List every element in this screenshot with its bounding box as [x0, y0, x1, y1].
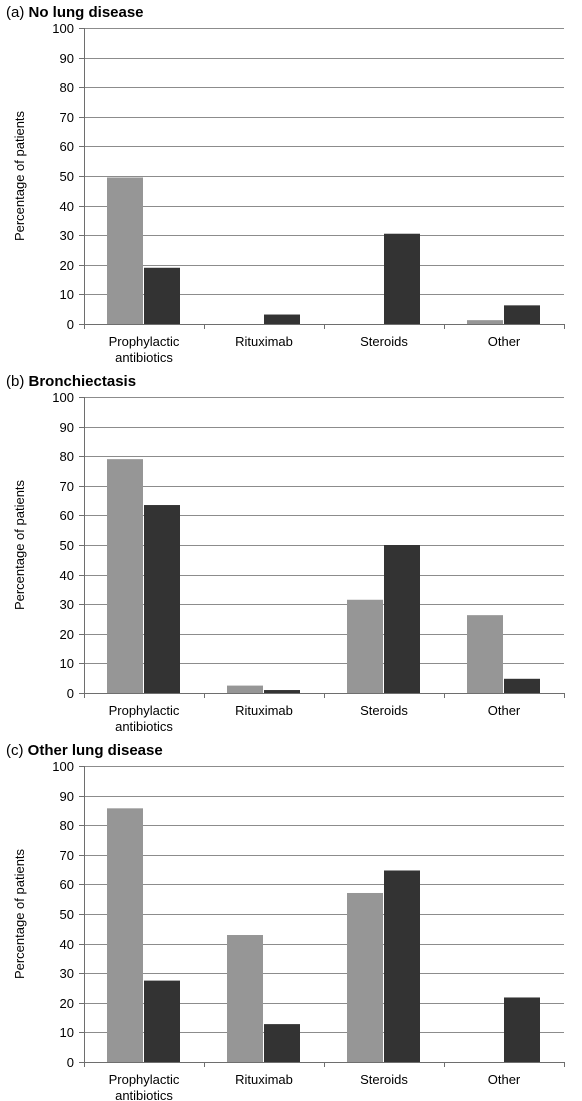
- panel-title-text: No lung disease: [29, 4, 144, 21]
- y-tick-label: 10: [60, 1025, 74, 1040]
- y-tick-label: 10: [60, 656, 74, 671]
- category-label: Other: [488, 703, 521, 718]
- category-label-line: antibiotics: [115, 1088, 173, 1101]
- panel-title: (a) No lung disease: [6, 4, 144, 21]
- category-label: Other: [488, 1072, 521, 1087]
- category-label-line: Prophylactic: [109, 334, 180, 349]
- bar: [504, 678, 540, 693]
- category-label: Prophylactic antibiotics: [109, 334, 180, 365]
- category-label-line: Steroids: [360, 1072, 408, 1087]
- y-tick-label: 0: [67, 686, 74, 701]
- bar: [144, 505, 180, 693]
- category-label-line: Steroids: [360, 334, 408, 349]
- y-tick-label: 10: [60, 287, 74, 302]
- bar: [384, 870, 420, 1062]
- y-tick-label: 50: [60, 907, 74, 922]
- y-tick-label: 50: [60, 538, 74, 553]
- bar: [227, 935, 263, 1062]
- category-label: Prophylactic antibiotics: [109, 703, 180, 734]
- category-label: Prophylactic antibiotics: [109, 1072, 180, 1101]
- category-label-line: Other: [488, 703, 521, 718]
- category-label-line: Prophylactic: [109, 1072, 180, 1087]
- category-label-line: Rituximab: [235, 1072, 293, 1087]
- bar: [264, 1024, 300, 1062]
- category-label: Other: [488, 334, 521, 349]
- category-label: Steroids: [360, 334, 408, 349]
- category-label-line: antibiotics: [115, 350, 173, 365]
- y-tick-label: 90: [60, 51, 74, 66]
- bar: [144, 267, 180, 324]
- bar: [227, 685, 263, 693]
- bar: [347, 892, 383, 1062]
- y-axis-label: Percentage of patients: [12, 110, 27, 241]
- y-tick-label: 80: [60, 80, 74, 95]
- category-label-line: Prophylactic: [109, 703, 180, 718]
- y-tick-label: 30: [60, 228, 74, 243]
- category-label-line: Rituximab: [235, 703, 293, 718]
- panel-title-text: Other lung disease: [28, 742, 163, 759]
- y-axis-label: Percentage of patients: [12, 479, 27, 610]
- y-tick-label: 30: [60, 597, 74, 612]
- bar: [504, 305, 540, 324]
- bar: [107, 459, 143, 693]
- category-label-line: Other: [488, 334, 521, 349]
- y-axis-label: Percentage of patients: [12, 848, 27, 979]
- y-tick-label: 60: [60, 139, 74, 154]
- y-tick-label: 100: [52, 390, 74, 405]
- y-tick-label: 90: [60, 789, 74, 804]
- category-label: Steroids: [360, 1072, 408, 1087]
- panel-label: (c): [6, 742, 28, 759]
- bar: [384, 545, 420, 693]
- category-label-line: Other: [488, 1072, 521, 1087]
- panel-label: (b): [6, 373, 29, 390]
- y-tick-label: 80: [60, 818, 74, 833]
- chart-panel: (c) Other lung disease Percentage of pati…: [6, 742, 565, 1101]
- y-tick-label: 60: [60, 508, 74, 523]
- y-tick-label: 90: [60, 420, 74, 435]
- bar: [467, 615, 503, 693]
- category-label: Steroids: [360, 703, 408, 718]
- y-tick-label: 100: [52, 21, 74, 36]
- category-label: Rituximab: [235, 703, 293, 718]
- category-label: Rituximab: [235, 1072, 293, 1087]
- panel-title-text: Bronchiectasis: [29, 373, 137, 390]
- bar: [144, 980, 180, 1062]
- y-tick-label: 70: [60, 110, 74, 125]
- y-tick-label: 40: [60, 199, 74, 214]
- category-label: Rituximab: [235, 334, 293, 349]
- y-tick-label: 40: [60, 937, 74, 952]
- chart-panel: (a) No lung disease Percentage of patient…: [6, 4, 565, 365]
- y-tick-label: 70: [60, 848, 74, 863]
- panel-title: (c) Other lung disease: [6, 742, 163, 759]
- y-tick-label: 40: [60, 568, 74, 583]
- panel-label: (a): [6, 4, 29, 21]
- category-label-line: Rituximab: [235, 334, 293, 349]
- y-tick-label: 20: [60, 258, 74, 273]
- y-tick-label: 100: [52, 759, 74, 774]
- bar: [264, 314, 300, 324]
- bar: [107, 808, 143, 1062]
- bar: [347, 599, 383, 693]
- bar: [504, 997, 540, 1062]
- y-tick-label: 30: [60, 966, 74, 981]
- y-tick-label: 0: [67, 317, 74, 332]
- category-label-line: Steroids: [360, 703, 408, 718]
- y-tick-label: 0: [67, 1055, 74, 1070]
- category-label-line: antibiotics: [115, 719, 173, 734]
- y-tick-label: 20: [60, 996, 74, 1011]
- bar: [107, 177, 143, 324]
- y-tick-label: 50: [60, 169, 74, 184]
- bar: [467, 320, 503, 324]
- y-tick-label: 80: [60, 449, 74, 464]
- y-tick-label: 70: [60, 479, 74, 494]
- panel-title: (b) Bronchiectasis: [6, 373, 136, 390]
- chart-panel: (b) Bronchiectasis Percentage of patients…: [6, 373, 565, 734]
- y-tick-label: 20: [60, 627, 74, 642]
- bar: [384, 233, 420, 324]
- bar: [264, 690, 300, 693]
- y-tick-label: 60: [60, 877, 74, 892]
